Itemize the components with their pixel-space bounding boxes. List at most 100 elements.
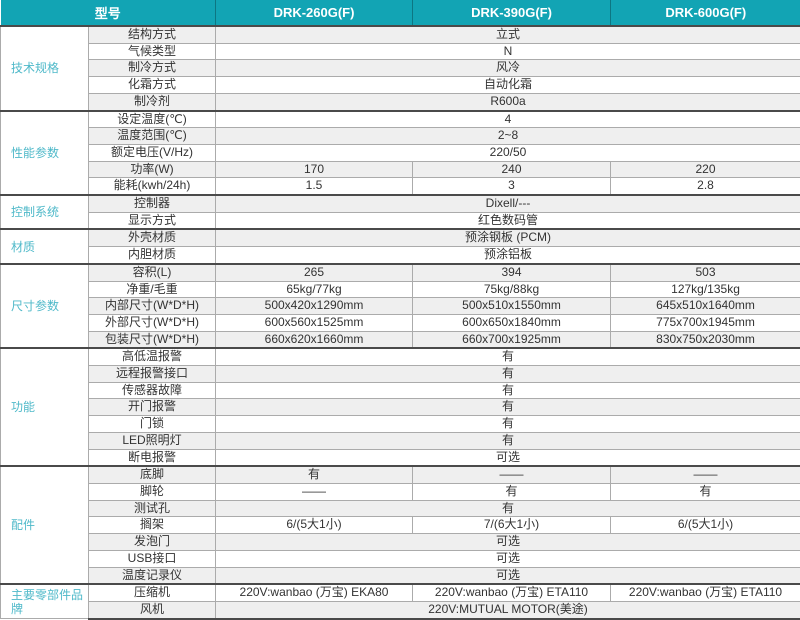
value-cell-model-1: 500x420x1290mm xyxy=(216,298,413,315)
spec-row: 内胆材质预涂铝板 xyxy=(1,247,800,264)
value-cell-model-1: —— xyxy=(216,483,413,500)
model-header-drk-260g: DRK-260G(F) xyxy=(216,0,413,26)
model-column-label: 型号 xyxy=(1,0,216,26)
spec-row: 发泡门可选 xyxy=(1,534,800,551)
value-cell-all-models: 自动化霜 xyxy=(216,77,800,94)
row-label: 发泡门 xyxy=(89,534,216,551)
value-cell-all-models: 有 xyxy=(216,416,800,433)
spec-row: 测试孔有 xyxy=(1,500,800,517)
value-cell-all-models: 220/50 xyxy=(216,144,800,161)
row-label: 制冷方式 xyxy=(89,60,216,77)
table-header-row: 型号 DRK-260G(F) DRK-390G(F) DRK-600G(F) xyxy=(1,0,800,26)
value-cell-model-3: —— xyxy=(611,466,800,483)
row-label: 风机 xyxy=(89,601,216,618)
row-label: 高低温报警 xyxy=(89,348,216,365)
spec-row: 传感器故障有 xyxy=(1,382,800,399)
row-label: 温度范围(℃) xyxy=(89,128,216,145)
row-label: 化霜方式 xyxy=(89,77,216,94)
row-label: 断电报警 xyxy=(89,449,216,466)
value-cell-model-3: 127kg/135kg xyxy=(611,281,800,298)
row-label: 测试孔 xyxy=(89,500,216,517)
spec-row: 技术规格结构方式立式 xyxy=(1,26,800,43)
group-label: 主要零部件品牌 xyxy=(1,584,89,618)
group-label: 性能参数 xyxy=(1,111,89,196)
value-cell-all-models: 有 xyxy=(216,348,800,365)
row-label: 门锁 xyxy=(89,416,216,433)
value-cell-model-2: 3 xyxy=(413,178,611,195)
row-label: 包装尺寸(W*D*H) xyxy=(89,331,216,348)
row-label: 功率(W) xyxy=(89,161,216,178)
value-cell-all-models: 红色数码管 xyxy=(216,212,800,229)
row-label: 内胆材质 xyxy=(89,247,216,264)
spec-row: 脚轮——有有 xyxy=(1,483,800,500)
value-cell-all-models: 立式 xyxy=(216,26,800,43)
value-cell-model-1: 1.5 xyxy=(216,178,413,195)
row-label: 外部尺寸(W*D*H) xyxy=(89,314,216,331)
row-label: 搁架 xyxy=(89,517,216,534)
row-label: 额定电压(V/Hz) xyxy=(89,144,216,161)
value-cell-all-models: 预涂钢板 (PCM) xyxy=(216,229,800,246)
value-cell-all-models: 预涂铝板 xyxy=(216,247,800,264)
spec-row: 门锁有 xyxy=(1,416,800,433)
row-label: 温度记录仪 xyxy=(89,567,216,584)
value-cell-model-3: 775x700x1945mm xyxy=(611,314,800,331)
value-cell-model-2: 500x510x1550mm xyxy=(413,298,611,315)
row-label: 设定温度(℃) xyxy=(89,111,216,128)
row-label: 脚轮 xyxy=(89,483,216,500)
value-cell-all-models: 可选 xyxy=(216,449,800,466)
value-cell-model-2: 75kg/88kg xyxy=(413,281,611,298)
value-cell-all-models: 风冷 xyxy=(216,60,800,77)
value-cell-all-models: 有 xyxy=(216,432,800,449)
value-cell-all-models: 有 xyxy=(216,500,800,517)
row-label: 能耗(kwh/24h) xyxy=(89,178,216,195)
spec-row: 性能参数设定温度(℃)4 xyxy=(1,111,800,128)
spec-row: 远程报警接口有 xyxy=(1,366,800,383)
value-cell-model-2: 394 xyxy=(413,264,611,281)
group-label: 功能 xyxy=(1,348,89,466)
value-cell-model-1: 265 xyxy=(216,264,413,281)
spec-row: 配件底脚有———— xyxy=(1,466,800,483)
spec-row: 温度范围(℃)2~8 xyxy=(1,128,800,145)
value-cell-model-3: 2.8 xyxy=(611,178,800,195)
value-cell-model-1: 170 xyxy=(216,161,413,178)
spec-row: 化霜方式自动化霜 xyxy=(1,77,800,94)
spec-row: 制冷方式风冷 xyxy=(1,60,800,77)
value-cell-model-3: 220 xyxy=(611,161,800,178)
group-label: 材质 xyxy=(1,229,89,263)
row-label: 内部尺寸(W*D*H) xyxy=(89,298,216,315)
value-cell-all-models: N xyxy=(216,43,800,60)
group-label: 尺寸参数 xyxy=(1,264,89,349)
spec-row: 额定电压(V/Hz)220/50 xyxy=(1,144,800,161)
row-label: 制冷剂 xyxy=(89,93,216,110)
group-label: 控制系统 xyxy=(1,195,89,229)
row-label: 显示方式 xyxy=(89,212,216,229)
value-cell-all-models: 2~8 xyxy=(216,128,800,145)
value-cell-model-3: 830x750x2030mm xyxy=(611,331,800,348)
model-header-drk-600g: DRK-600G(F) xyxy=(611,0,800,26)
value-cell-all-models: 有 xyxy=(216,366,800,383)
row-label: LED照明灯 xyxy=(89,432,216,449)
row-label: 外壳材质 xyxy=(89,229,216,246)
value-cell-all-models: 可选 xyxy=(216,534,800,551)
value-cell-model-2: 660x700x1925mm xyxy=(413,331,611,348)
value-cell-all-models: 可选 xyxy=(216,567,800,584)
spec-row: 材质外壳材质预涂钢板 (PCM) xyxy=(1,229,800,246)
spec-row: 开门报警有 xyxy=(1,399,800,416)
value-cell-model-3: 有 xyxy=(611,483,800,500)
row-label: 气候类型 xyxy=(89,43,216,60)
value-cell-all-models: 220V:MUTUAL MOTOR(美途) xyxy=(216,601,800,618)
